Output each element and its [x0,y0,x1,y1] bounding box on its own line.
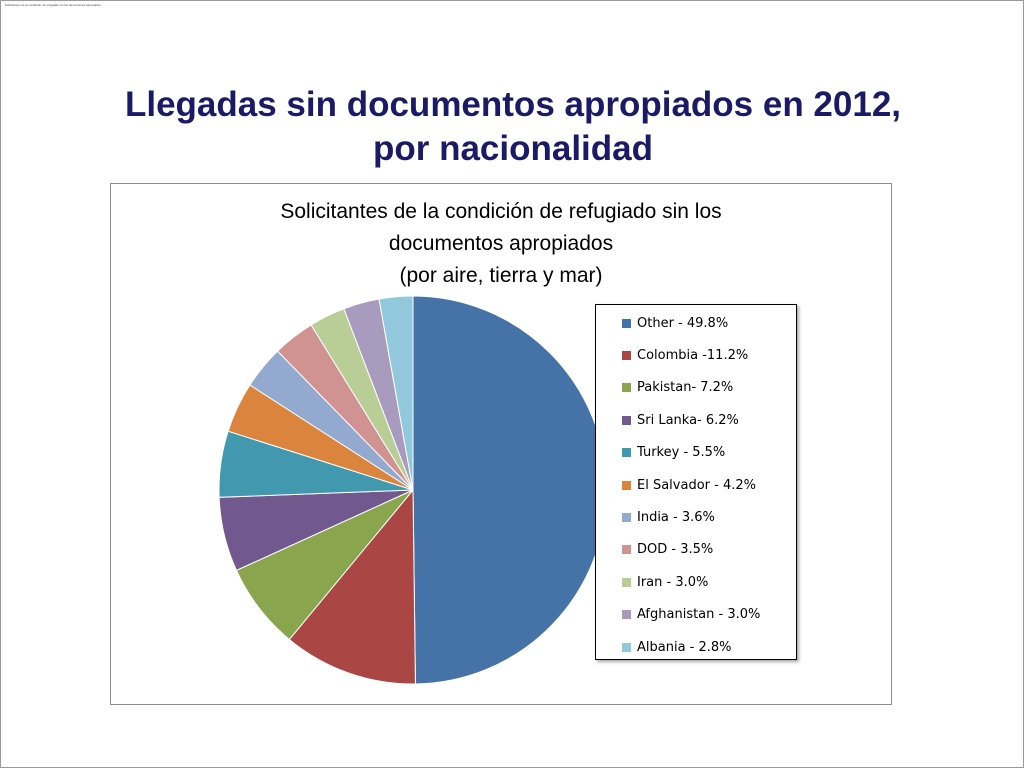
legend-item-colombia: Colombia -11.2% [596,345,748,365]
legend-label: Colombia -11.2% [637,347,749,363]
legend-swatch [622,383,631,393]
legend-label: Sri Lanka- 6.2% [637,412,739,428]
legend-label: Pakistan- 7.2% [637,380,734,396]
legend-label: DOD - 3.5% [637,542,714,558]
legend-label: Iran - 3.0% [637,574,709,590]
legend-swatch [622,577,631,587]
chart-area: Solicitantes de la condición de refugiad… [110,183,892,705]
legend-label: India - 3.6% [637,509,715,525]
pie-chart [218,295,608,685]
legend-item-albania: Albania - 2.8% [596,637,732,657]
pie-slice-albania [378,295,414,491]
pie-slice-colombia [288,488,416,685]
legend-label: Albania - 2.8% [637,639,732,655]
legend-swatch [622,350,631,360]
chart-title-line-1: Solicitantes de la condición de refugiad… [280,200,722,223]
legend-swatch [622,318,631,328]
legend-label: El Salvador - 4.2% [637,477,756,493]
slide-header-text: Solicitantes de la condición de refugiad… [5,3,101,7]
pie-slice-other [412,295,608,685]
legend-item-iran: Iran - 3.0% [596,572,708,592]
legend-item-turkey: Turkey - 5.5% [596,443,725,463]
legend-swatch [622,480,631,490]
legend-swatch [622,448,631,458]
slide-title-line-2: por nacionalidad [372,129,654,168]
legend-swatch [622,545,631,555]
chart-title-line-2: documentos apropiados [388,232,614,255]
chart-title: Solicitantes de la condición de refugiad… [111,196,891,292]
legend-item-el-salvador: El Salvador - 4.2% [596,475,756,495]
legend-item-other: Other - 49.8% [596,313,728,333]
legend-item-dod: DOD - 3.5% [596,540,713,560]
legend-item-india: India - 3.6% [596,507,715,527]
chart-legend: Other - 49.8% Colombia -11.2% Pakistan- 7.… [595,304,797,660]
slide-title: Llegadas sin documentos apropiados en 20… [41,83,985,171]
legend-label: Other - 49.8% [637,315,729,331]
legend-item-sri-lanka: Sri Lanka- 6.2% [596,410,739,430]
legend-swatch [622,415,631,425]
legend-swatch [622,512,631,522]
legend-label: Afghanistan - 3.0% [637,607,761,623]
legend-swatch [622,642,631,652]
legend-item-pakistan: Pakistan- 7.2% [596,378,733,398]
legend-swatch [622,610,631,620]
legend-item-afghanistan: Afghanistan - 3.0% [596,605,760,625]
legend-label: Turkey - 5.5% [637,445,726,461]
slide-title-line-1: Llegadas sin documentos apropiados en 20… [124,85,902,124]
chart-title-line-3: (por aire, tierra y mar) [399,264,603,287]
